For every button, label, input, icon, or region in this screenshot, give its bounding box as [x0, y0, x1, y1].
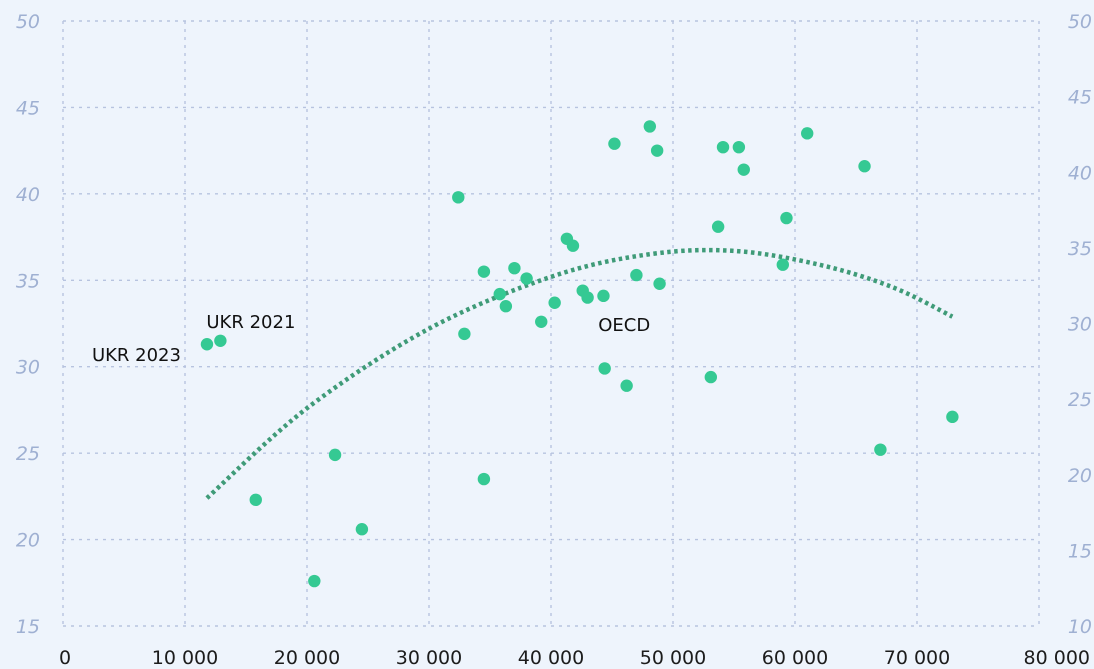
points-layer: [200, 120, 959, 588]
data-point: [581, 291, 594, 304]
data-point: [630, 268, 643, 282]
data-point: [249, 493, 262, 507]
data-point: [214, 334, 227, 347]
x-tick-label: 80 000: [1024, 647, 1090, 669]
data-point: [737, 163, 750, 176]
data-point: [508, 261, 521, 275]
data-point: [355, 523, 369, 536]
x-tick-label: 60 000: [762, 647, 828, 669]
y-tick-label-left: 15: [16, 616, 40, 638]
data-point: [946, 410, 959, 424]
data-point: [650, 144, 664, 157]
y-axis-right: 10 15 20 25 30 35 40 45 50: [1068, 11, 1092, 638]
data-point: [548, 296, 561, 309]
data-point: [801, 127, 814, 140]
data-point: [566, 239, 580, 252]
trend-line: [205, 247, 954, 500]
annotation-label: OECD: [598, 315, 650, 336]
x-tick-label: 20 000: [274, 647, 340, 669]
data-point: [200, 338, 214, 351]
data-point: [598, 362, 611, 375]
y-tick-label-right: 35: [1068, 238, 1092, 260]
data-point: [308, 574, 321, 588]
y-tick-label-right: 30: [1068, 314, 1092, 336]
data-point: [716, 140, 730, 154]
y-tick-label-left: 25: [16, 443, 40, 465]
data-point: [711, 220, 725, 233]
y-tick-label-right: 10: [1068, 616, 1092, 638]
y-tick-label-left: 40: [16, 184, 40, 206]
data-point: [535, 315, 548, 328]
data-point: [780, 211, 793, 225]
data-point: [520, 272, 533, 285]
data-point: [499, 300, 513, 313]
y-tick-label-right: 20: [1068, 465, 1092, 487]
data-point: [858, 160, 871, 173]
y-tick-label-right: 15: [1068, 540, 1092, 562]
y-tick-label-left: 50: [16, 11, 40, 33]
y-tick-label-left: 45: [16, 97, 40, 119]
annotations: UKR 2023 UKR 2021 OECD: [92, 312, 650, 366]
grid: [62, 20, 1040, 627]
y-axis-left: 15 20 25 30 35 40 45 50: [16, 11, 40, 638]
data-point: [732, 140, 746, 154]
annotation-label: UKR 2023: [92, 345, 181, 366]
x-axis: 0 10 000 20 000 30 000 40 000 50 000 60 000 70 …: [59, 647, 1090, 669]
data-point: [704, 370, 718, 384]
data-point: [874, 443, 887, 456]
x-tick-label: 30 000: [396, 647, 462, 669]
annotation-label: UKR 2021: [206, 312, 295, 333]
data-point: [477, 472, 491, 486]
y-tick-label-right: 25: [1068, 389, 1092, 411]
data-point: [493, 287, 506, 301]
data-point: [776, 258, 789, 271]
y-tick-label-left: 20: [16, 530, 40, 552]
x-tick-label: 10 000: [152, 647, 218, 669]
x-tick-label: 50 000: [640, 647, 706, 669]
data-point: [620, 379, 633, 392]
data-point: [328, 448, 342, 462]
data-point: [452, 191, 465, 204]
x-tick-label: 70 000: [884, 647, 950, 669]
data-point: [608, 137, 621, 150]
data-point: [653, 277, 666, 290]
y-tick-label-right: 40: [1068, 162, 1092, 184]
y-tick-label-left: 35: [16, 270, 40, 292]
trend-layer: [205, 247, 954, 500]
data-point: [458, 327, 471, 341]
x-tick-label: 0: [59, 647, 71, 669]
x-tick-label: 40 000: [518, 647, 584, 669]
data-point: [597, 289, 610, 303]
y-tick-label-right: 50: [1068, 11, 1092, 33]
data-point: [643, 120, 657, 133]
y-tick-label-right: 45: [1068, 87, 1092, 109]
y-tick-label-left: 30: [16, 357, 40, 379]
data-point: [477, 265, 491, 278]
